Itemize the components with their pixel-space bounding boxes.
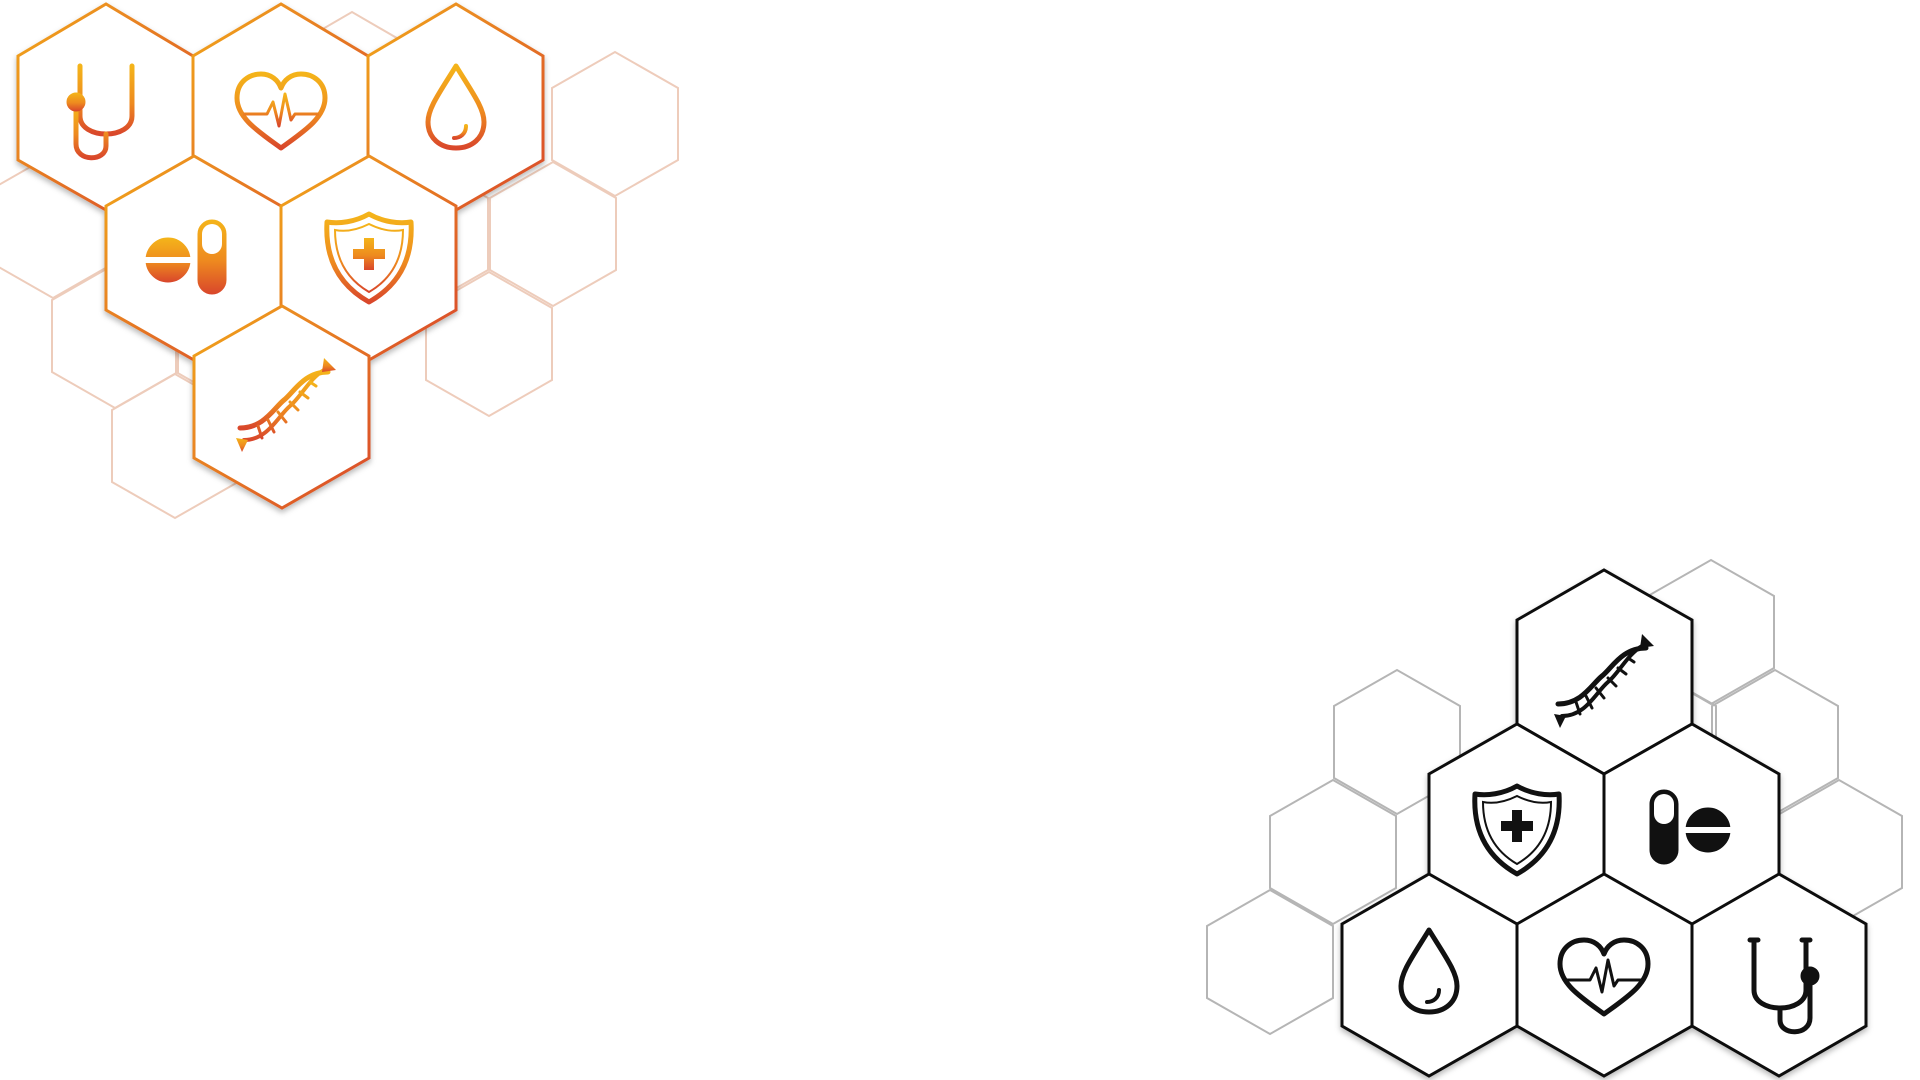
tl-faint-hex [489,160,617,308]
tl-faint-hex [551,50,679,198]
br-hex-stethoscope [1690,872,1868,1078]
tl-main-hex-grid [16,2,545,510]
top-left-hexagon-cluster [0,2,1135,520]
tl-hex-dna [192,304,371,510]
bottom-right-hexagon-cluster [748,558,1920,1078]
tl-faint-hex [425,270,553,418]
br-main-hex-grid [1340,568,1868,1078]
br-faint-hex [1269,778,1397,926]
br-faint-hex [1206,888,1334,1036]
